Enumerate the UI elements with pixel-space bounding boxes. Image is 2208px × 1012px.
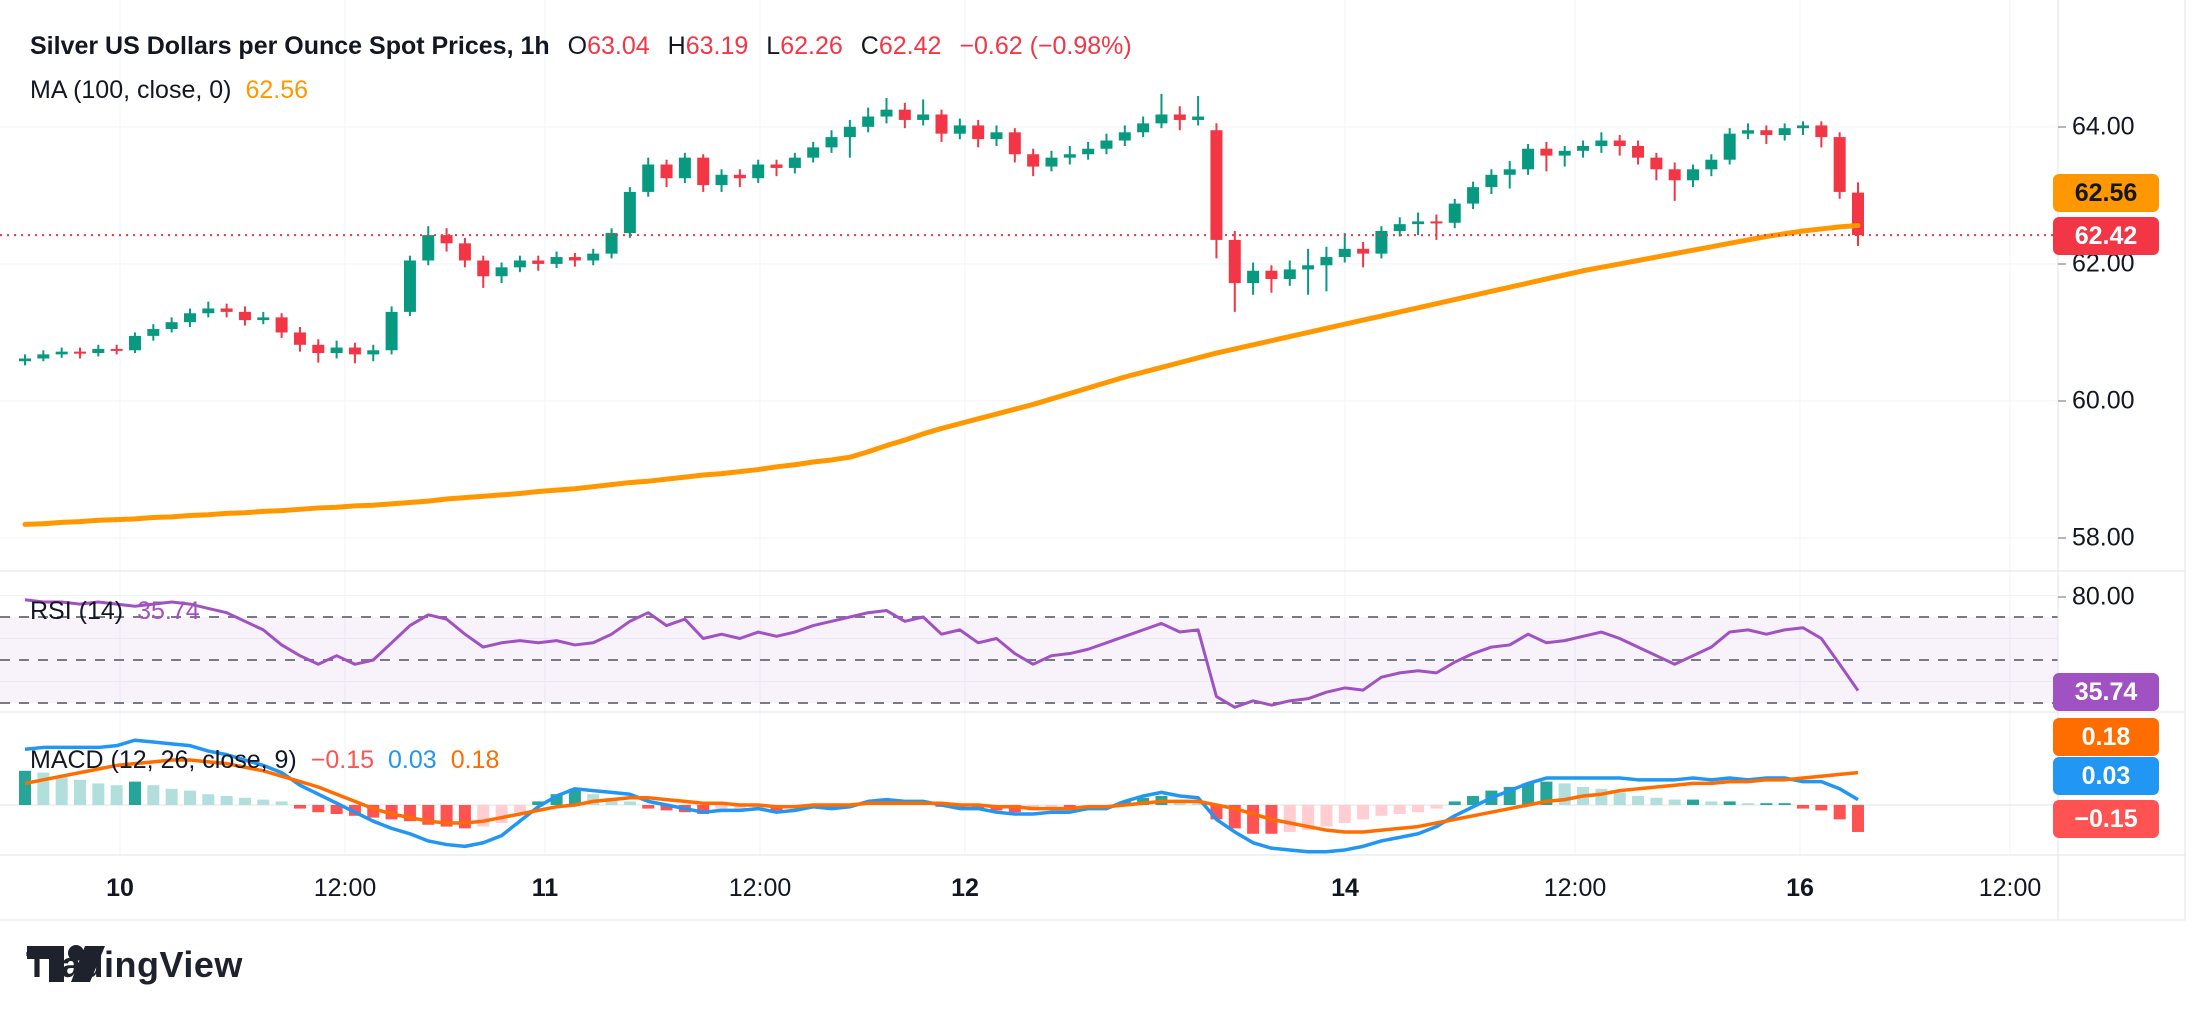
time-tick: 10 [106,874,134,902]
ma-legend: MA (100, close, 0) 62.56 [30,76,308,105]
macd-signal-badge: 0.18 [2053,718,2159,756]
tradingview-logo[interactable]: TradingView [26,944,243,986]
ohlc-open: O63.04 [567,32,650,60]
ma-price-badge: 62.56 [2053,174,2159,212]
tradingview-logo-icon [27,945,105,982]
ohlc-close: C62.42 [860,32,942,60]
rsi-label[interactable]: RSI (14) [30,597,124,625]
time-tick: 12 [951,874,979,902]
price-axis-label: 60.00 [2072,386,2135,415]
time-tick: 12:00 [1543,874,1607,902]
time-tick: 14 [1331,874,1359,902]
ma-label[interactable]: MA (100, close, 0) [30,76,232,104]
macd-hist-value: −0.15 [310,746,375,774]
rsi-value-badge: 35.74 [2053,673,2159,711]
macd-hist-badge: −0.15 [2053,800,2159,838]
last-price-badge: 62.42 [2053,217,2159,255]
ma-value: 62.56 [245,76,309,104]
macd-legend: MACD (12, 26, close, 9) −0.15 0.03 0.18 [30,746,499,775]
symbol-title[interactable]: Silver US Dollars per Ounce Spot Prices,… [30,32,550,60]
time-tick: 16 [1786,874,1814,902]
time-tick: 11 [531,874,559,902]
symbol-legend: Silver US Dollars per Ounce Spot Prices,… [30,32,1132,61]
macd-line-value: 0.03 [388,746,437,774]
price-axis-label: 58.00 [2072,523,2135,552]
ohlc-low: L62.26 [766,32,843,60]
time-tick: 12:00 [728,874,792,902]
change-value: −0.62 (−0.98%) [959,32,1132,60]
macd-line-badge: 0.03 [2053,757,2159,795]
price-axis-label: 64.00 [2072,112,2135,141]
ohlc-high: H63.19 [667,32,749,60]
macd-signal-value: 0.18 [450,746,500,774]
time-tick: 12:00 [313,874,377,902]
price-axis-label: 80.00 [2072,582,2135,611]
rsi-value: 35.74 [137,597,200,625]
time-tick: 12:00 [1978,874,2042,902]
rsi-legend: RSI (14) 35.74 [30,597,200,626]
macd-label[interactable]: MACD (12, 26, close, 9) [30,746,297,774]
